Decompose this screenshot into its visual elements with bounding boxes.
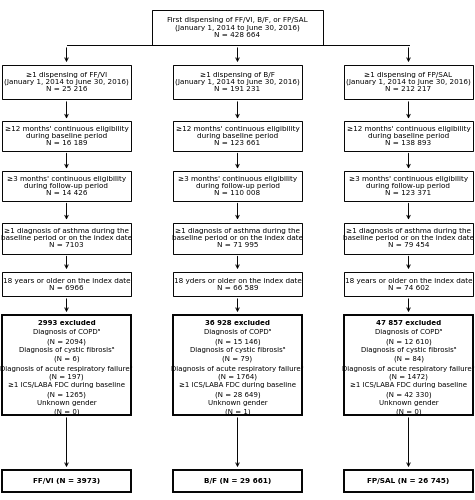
Text: Diagnosis of acute respiratory failureᵇ: Diagnosis of acute respiratory failureᵇ — [342, 364, 475, 372]
Text: FF/VI (N = 3973): FF/VI (N = 3973) — [33, 478, 100, 484]
Bar — [2, 222, 131, 254]
Text: Diagnosis of COPDᵃ: Diagnosis of COPDᵃ — [33, 329, 100, 335]
Bar — [173, 222, 302, 254]
Bar — [344, 172, 473, 200]
Text: (N = 15 146): (N = 15 146) — [215, 338, 260, 344]
Text: (N = 1265): (N = 1265) — [47, 391, 86, 398]
Text: FP/SAL (N = 26 745): FP/SAL (N = 26 745) — [367, 478, 450, 484]
Text: (N = 197): (N = 197) — [49, 374, 84, 380]
Text: Unknown gender: Unknown gender — [37, 400, 96, 406]
Bar — [344, 470, 473, 492]
Text: ≥1 ICS/LABA FDC during baseline: ≥1 ICS/LABA FDC during baseline — [8, 382, 125, 388]
Bar — [173, 315, 302, 415]
Text: (N = 0): (N = 0) — [396, 409, 421, 416]
Text: (N = 1472): (N = 1472) — [389, 374, 428, 380]
Text: ≥12 months' continuous eligibility
during baseline period
N = 16 189: ≥12 months' continuous eligibility durin… — [5, 126, 128, 146]
Text: ≥1 diagnosis of asthma during the
baseline period or on the index date
N = 79 45: ≥1 diagnosis of asthma during the baseli… — [343, 228, 474, 248]
Text: ≥12 months' continuous eligibility
during baseline period
N = 123 661: ≥12 months' continuous eligibility durin… — [176, 126, 299, 146]
Text: B/F (N = 29 661): B/F (N = 29 661) — [204, 478, 271, 484]
Text: ≥12 months' continuous eligibility
during baseline period
N = 138 893: ≥12 months' continuous eligibility durin… — [347, 126, 470, 146]
Text: (N = 2094): (N = 2094) — [47, 338, 86, 344]
Bar — [344, 315, 473, 415]
Text: ≥1 diagnosis of asthma during the
baseline period or on the index date
N = 71 99: ≥1 diagnosis of asthma during the baseli… — [172, 228, 303, 248]
Bar — [344, 122, 473, 150]
Text: ≥3 months' continuous eligibility
during follow-up period
N = 123 371: ≥3 months' continuous eligibility during… — [349, 176, 468, 196]
Text: 2993 excluded: 2993 excluded — [38, 320, 95, 326]
Bar — [2, 122, 131, 150]
Text: ≥1 diagnosis of asthma during the
baseline period or on the index date
N = 7103: ≥1 diagnosis of asthma during the baseli… — [1, 228, 132, 248]
Text: ≥1 dispensing of FP/SAL
(January 1, 2014 to June 30, 2016)
N = 212 217: ≥1 dispensing of FP/SAL (January 1, 2014… — [346, 72, 471, 92]
Text: First dispensing of FF/VI, B/F, or FP/SAL
(January 1, 2014 to June 30, 2016)
N =: First dispensing of FF/VI, B/F, or FP/SA… — [167, 17, 308, 38]
Bar — [173, 470, 302, 492]
Text: Diagnosis of cystic fibrosisᵃ: Diagnosis of cystic fibrosisᵃ — [19, 347, 114, 353]
Text: Diagnosis of acute respiratory failureᵇ: Diagnosis of acute respiratory failureᵇ — [0, 364, 133, 372]
Text: 36 928 excluded: 36 928 excluded — [205, 320, 270, 326]
Text: Unknown gender: Unknown gender — [379, 400, 438, 406]
Text: ≥1 dispensing of FF/VI
(January 1, 2014 to June 30, 2016)
N = 25 216: ≥1 dispensing of FF/VI (January 1, 2014 … — [4, 72, 129, 92]
Text: (N = 28 649): (N = 28 649) — [215, 391, 260, 398]
Bar — [2, 315, 131, 415]
Text: ≥1 ICS/LABA FDC during baseline: ≥1 ICS/LABA FDC during baseline — [179, 382, 296, 388]
Text: Diagnosis of acute respiratory failureᵇ: Diagnosis of acute respiratory failureᵇ — [171, 364, 304, 372]
Text: 18 years or older on the index date
N = 6966: 18 years or older on the index date N = … — [3, 278, 130, 290]
Text: (N = 12 610): (N = 12 610) — [386, 338, 431, 344]
Bar — [173, 272, 302, 296]
Text: (N = 1764): (N = 1764) — [218, 374, 257, 380]
Bar — [344, 222, 473, 254]
Bar — [173, 172, 302, 200]
Bar — [173, 65, 302, 99]
Bar — [2, 272, 131, 296]
Text: 18 years or older on the index date
N = 74 602: 18 years or older on the index date N = … — [345, 278, 472, 290]
Text: ≥3 months' continuous eligibility
during follow-up period
N = 110 008: ≥3 months' continuous eligibility during… — [178, 176, 297, 196]
Text: (N = 79): (N = 79) — [222, 356, 253, 362]
Text: ≥1 ICS/LABA FDC during baseline: ≥1 ICS/LABA FDC during baseline — [350, 382, 467, 388]
Text: ≥3 months' continuous eligibility
during follow-up period
N = 14 426: ≥3 months' continuous eligibility during… — [7, 176, 126, 196]
Bar — [2, 172, 131, 200]
Text: (N = 1): (N = 1) — [225, 409, 250, 416]
Text: 18 yders or older on the index date
N = 66 589: 18 yders or older on the index date N = … — [173, 278, 302, 290]
Text: (N = 0): (N = 0) — [54, 409, 79, 416]
Bar — [173, 122, 302, 150]
Text: (N = 84): (N = 84) — [393, 356, 424, 362]
Text: (N = 6): (N = 6) — [54, 356, 79, 362]
Text: 47 857 excluded: 47 857 excluded — [376, 320, 441, 326]
Bar — [2, 470, 131, 492]
Bar — [152, 10, 323, 45]
Text: Unknown gender: Unknown gender — [208, 400, 267, 406]
Text: Diagnosis of COPDᵃ: Diagnosis of COPDᵃ — [204, 329, 271, 335]
Text: Diagnosis of COPDᵃ: Diagnosis of COPDᵃ — [375, 329, 442, 335]
Bar — [2, 65, 131, 99]
Text: ≥1 dispensing of B/F
(January 1, 2014 to June 30, 2016)
N = 191 231: ≥1 dispensing of B/F (January 1, 2014 to… — [175, 72, 300, 92]
Bar — [344, 65, 473, 99]
Text: (N = 42 330): (N = 42 330) — [386, 391, 431, 398]
Text: Diagnosis of cystic fibrosisᵃ: Diagnosis of cystic fibrosisᵃ — [190, 347, 285, 353]
Text: Diagnosis of cystic fibrosisᵃ: Diagnosis of cystic fibrosisᵃ — [361, 347, 456, 353]
Bar — [344, 272, 473, 296]
